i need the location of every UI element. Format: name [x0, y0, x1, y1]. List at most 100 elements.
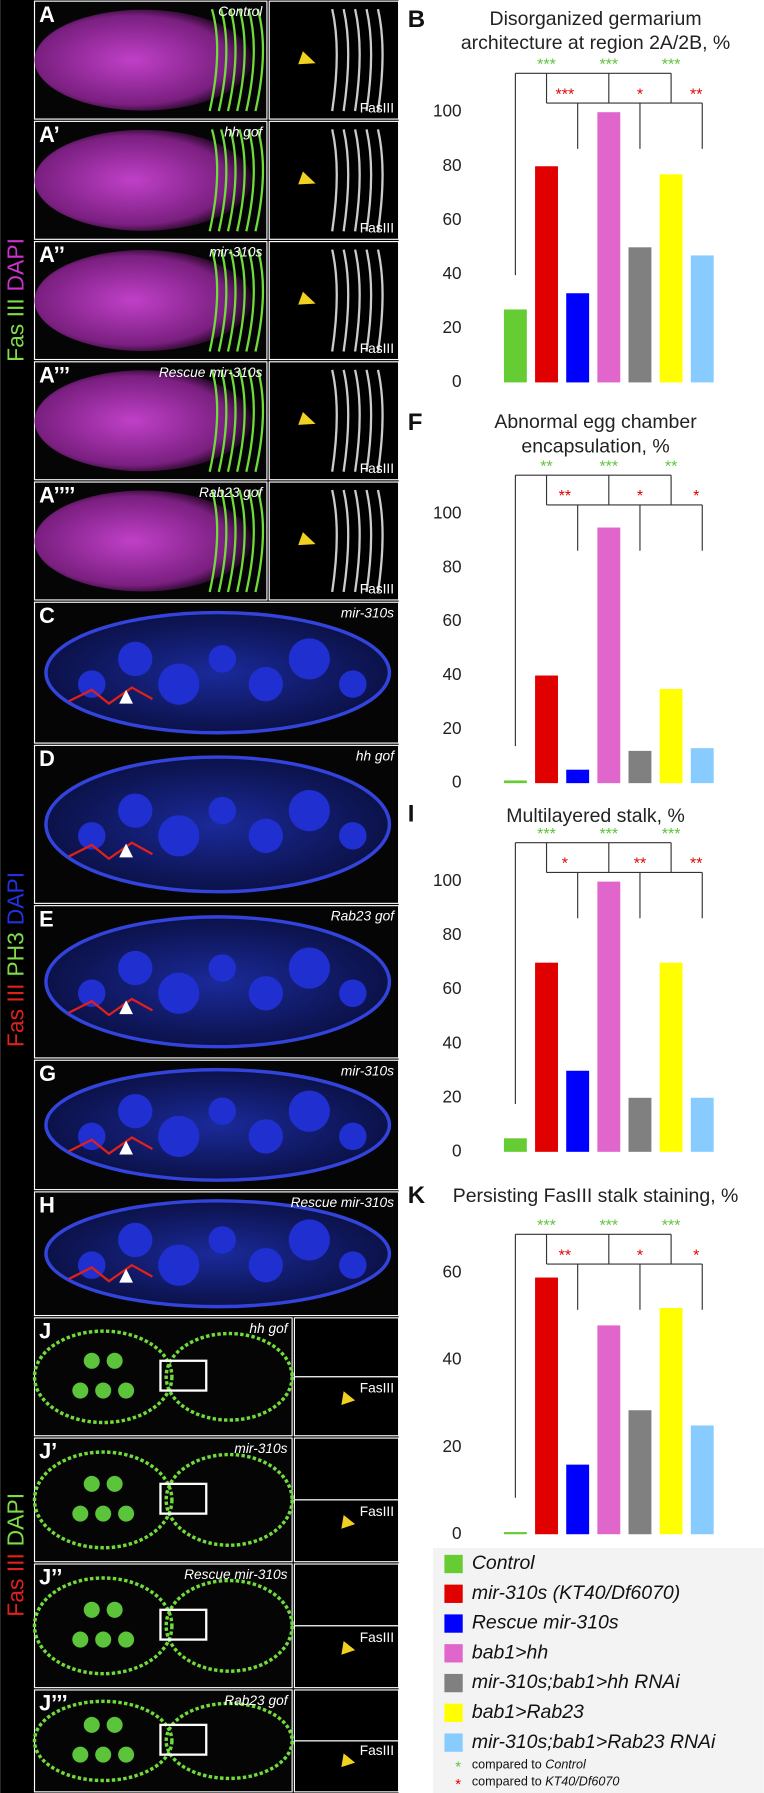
significance-mark: ** — [540, 457, 552, 475]
arrowhead — [119, 1268, 133, 1283]
panel-condition: Control — [218, 4, 263, 19]
nucleus — [78, 1122, 106, 1151]
y-tick-label: 100 — [433, 101, 462, 121]
image-panel: FasIII A’ hh gof — [33, 120, 400, 240]
significance-mark: *** — [555, 85, 574, 103]
egg-chamber — [164, 1331, 294, 1422]
panel-condition: hh gof — [249, 1321, 288, 1336]
bar — [690, 255, 714, 383]
y-tick-label: 0 — [452, 371, 462, 391]
fas3-stain — [68, 1263, 153, 1283]
significance-mark: *** — [537, 1216, 556, 1234]
inset-frame — [293, 1563, 400, 1627]
panel-letter: A — [39, 2, 55, 27]
nucleus — [288, 1090, 330, 1132]
fas3-stain — [217, 249, 228, 352]
significance-mark: *** — [662, 825, 681, 843]
fas3-stain — [236, 249, 246, 352]
fas3-stain — [226, 369, 237, 472]
significance-mark: ** — [690, 85, 702, 103]
nucleus — [95, 1631, 112, 1648]
nucleus — [118, 793, 153, 828]
nucleus — [248, 1248, 283, 1283]
fas3-stain — [208, 8, 219, 112]
nuclei-blob — [34, 490, 253, 592]
fas3-stain — [254, 369, 265, 472]
fas3-stain — [226, 8, 237, 112]
bar — [628, 1410, 652, 1535]
panel-condition: hh gof — [356, 748, 395, 763]
nucleus — [288, 947, 330, 989]
nucleus — [248, 1119, 283, 1154]
image-panel: E Rab23 gof — [33, 905, 400, 1059]
nucleus — [288, 638, 330, 680]
y-tick-label: 100 — [433, 503, 462, 523]
y-tick-label: 20 — [442, 317, 461, 337]
fas3-stain — [254, 129, 265, 232]
nuclei-blob — [34, 370, 253, 472]
nucleus — [106, 1716, 123, 1733]
bar — [690, 1097, 714, 1152]
inset-stain — [331, 8, 338, 112]
image-panel: FasIII A’’’’ Rab23 gof — [33, 481, 400, 601]
nucleus — [158, 663, 200, 705]
arrowhead — [298, 51, 316, 65]
arrowhead — [119, 843, 133, 858]
inset-stain — [331, 129, 338, 232]
image-panel: FasIII J’’ Rescue mir-310s — [32, 1563, 400, 1689]
y-tick-label: 40 — [442, 664, 461, 684]
significance-mark: *** — [599, 457, 618, 475]
inset-stain — [331, 369, 338, 472]
nucleus — [208, 1226, 237, 1254]
y-tick-label: 80 — [442, 556, 461, 576]
bar — [659, 688, 683, 784]
nucleus — [339, 1122, 367, 1151]
note-reference: KT40/Df6070 — [545, 1775, 619, 1789]
y-tick-label: 0 — [452, 1140, 462, 1160]
inset-stain — [353, 8, 361, 112]
fas3-stain — [245, 369, 255, 472]
arrowhead — [341, 1515, 356, 1529]
arrowhead — [341, 1753, 356, 1768]
egg-chamber — [164, 1452, 294, 1547]
inset-label: FasIII — [360, 341, 394, 356]
legend-swatch — [444, 1733, 463, 1752]
note: compared to KT40/Df6070 — [472, 1775, 619, 1789]
egg-chamber — [164, 1701, 294, 1781]
channel-name: Fas III — [2, 984, 28, 1048]
fas3-stain — [245, 129, 255, 232]
inset-stain — [342, 369, 350, 472]
fas3-stain — [217, 8, 228, 112]
nucleus — [78, 822, 106, 850]
y-tick-label: 100 — [433, 870, 462, 890]
inset-frame — [293, 1499, 400, 1563]
fas3-stain — [217, 489, 228, 593]
inset-stain — [331, 489, 338, 593]
inset-stain — [376, 8, 384, 112]
nucleus — [118, 1505, 135, 1522]
inset-stain — [342, 249, 350, 352]
inset-stain — [365, 249, 373, 352]
note-text: compared to — [472, 1758, 542, 1772]
bar — [503, 780, 527, 784]
y-tick-label: 20 — [442, 718, 461, 738]
nucleus — [72, 1746, 89, 1763]
zoom-box — [159, 1723, 208, 1756]
inset-label: FasIII — [360, 1380, 394, 1395]
egg-chamber — [164, 1578, 294, 1673]
inset-stain — [376, 369, 384, 472]
bar — [503, 1532, 527, 1535]
significance-mark: * — [637, 487, 643, 505]
title-box: Disorganized germarium architecture at r… — [461, 8, 730, 54]
significance-mark: *** — [537, 825, 556, 843]
y-tick-label: 60 — [442, 209, 461, 229]
nucleus — [248, 666, 283, 702]
fas3-stain — [245, 489, 255, 593]
note-symbol: * — [455, 1760, 461, 1776]
inset-frame — [293, 1689, 400, 1742]
inset-frame — [293, 1740, 400, 1793]
zoom-box — [159, 1359, 208, 1392]
panel-letter: E — [39, 906, 54, 931]
